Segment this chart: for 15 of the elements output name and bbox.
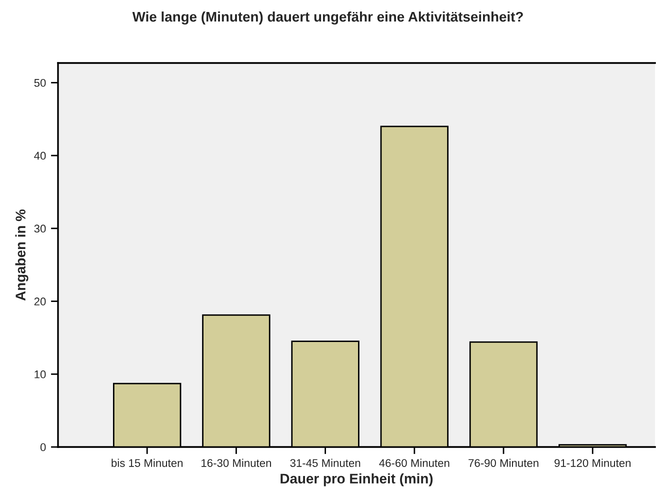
y-tick-label: 0 bbox=[40, 443, 46, 452]
chart-title: Wie lange (Minuten) dauert ungefähr eine Aktivitätseinheit? bbox=[132, 11, 523, 25]
y-tick-label: 40 bbox=[34, 152, 46, 160]
y-axis-title: Angaben in % bbox=[15, 209, 28, 301]
x-tick-label: 46-60 Minuten bbox=[379, 458, 450, 467]
x-tick-label: 91-120 Minuten bbox=[554, 458, 631, 467]
x-tick-label: 76-90 Minuten bbox=[468, 458, 538, 467]
y-tick-label: 50 bbox=[34, 78, 46, 87]
x-tick-label: 16-30 Minuten bbox=[202, 458, 272, 467]
y-tick-label: 20 bbox=[34, 298, 46, 306]
y-tick-label: 10 bbox=[34, 370, 46, 378]
x-tick-label: 31-45 Minuten bbox=[290, 458, 360, 467]
y-tick-label: 30 bbox=[34, 224, 46, 233]
x-tick-label: bis 15 Minuten bbox=[112, 458, 183, 467]
x-axis-title: Dauer pro Einheit (min) bbox=[280, 473, 433, 486]
